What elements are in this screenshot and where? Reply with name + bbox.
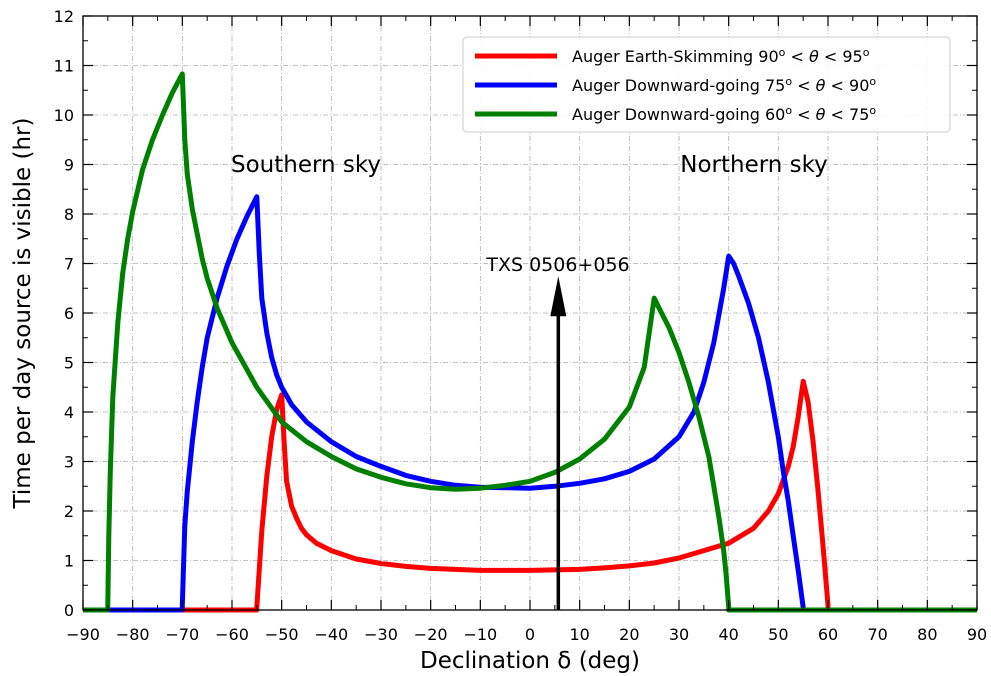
legend: Auger Earth-Skimming 90o < θ < 95o Auger … <box>462 36 951 133</box>
y-tick-label: 8 <box>64 205 74 224</box>
y-tick-label: 3 <box>64 453 74 472</box>
legend-entry-1: Auger Earth-Skimming 90o < θ < 95o <box>572 46 870 67</box>
x-tick-label: 90 <box>967 625 987 644</box>
y-tick-label: 10 <box>54 106 74 125</box>
x-tick-label: 10 <box>569 625 589 644</box>
x-tick-label: −30 <box>364 625 398 644</box>
x-tick-label: 0 <box>525 625 535 644</box>
x-tick-label: 40 <box>718 625 738 644</box>
ticks: −90 −80 −70 −60 −50 −40 −30 −20 −10 0 10 20 30 40 50 60… <box>54 7 988 644</box>
y-tick-label: 12 <box>54 7 74 26</box>
x-tick-label: −50 <box>265 625 299 644</box>
x-tick-label: −70 <box>165 625 199 644</box>
x-axis-title: Declination δ (deg) <box>420 648 640 674</box>
y-tick-label: 4 <box>64 403 74 422</box>
y-tick-label: 0 <box>64 601 74 620</box>
series-line-2 <box>83 194 977 613</box>
y-tick-label: 11 <box>54 57 74 76</box>
x-tick-label: 30 <box>669 625 689 644</box>
x-tick-label: −40 <box>314 625 348 644</box>
y-tick-label: 6 <box>64 304 74 323</box>
y-tick-label: 7 <box>64 255 74 274</box>
series-layer <box>83 71 977 613</box>
x-tick-label: 50 <box>768 625 788 644</box>
series-line-3 <box>83 71 977 613</box>
series-line-1 <box>83 378 977 613</box>
x-tick-label: −80 <box>116 625 150 644</box>
annotations: Southern sky Northern sky TXS 0506+056 <box>231 152 828 610</box>
x-tick-label: 70 <box>867 625 887 644</box>
x-tick-label: 80 <box>917 625 937 644</box>
x-tick-label: −10 <box>463 625 497 644</box>
x-tick-label: 20 <box>619 625 639 644</box>
y-tick-label: 1 <box>64 552 74 571</box>
y-axis-title: Time per day source is visible (hr) <box>10 118 36 510</box>
legend-entry-2: Auger Downward-going 75o < θ < 90o <box>572 75 876 96</box>
x-tick-label: 60 <box>818 625 838 644</box>
y-tick-label: 5 <box>64 354 74 373</box>
x-tick-label: −20 <box>414 625 448 644</box>
source-label: TXS 0506+056 <box>485 254 629 276</box>
southern-sky-label: Southern sky <box>231 152 381 178</box>
x-tick-label: −90 <box>66 625 100 644</box>
y-tick-label: 9 <box>64 156 74 175</box>
y-tick-label: 2 <box>64 502 74 521</box>
legend-entry-3: Auger Downward-going 60o < θ < 75o <box>572 104 876 125</box>
legend-frame <box>462 36 951 133</box>
source-arrow-head <box>550 276 567 317</box>
northern-sky-label: Northern sky <box>680 152 828 178</box>
x-tick-label: −60 <box>215 625 249 644</box>
